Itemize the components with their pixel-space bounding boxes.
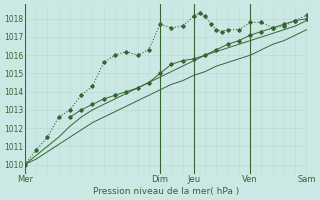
X-axis label: Pression niveau de la mer( hPa ): Pression niveau de la mer( hPa ) xyxy=(92,187,239,196)
